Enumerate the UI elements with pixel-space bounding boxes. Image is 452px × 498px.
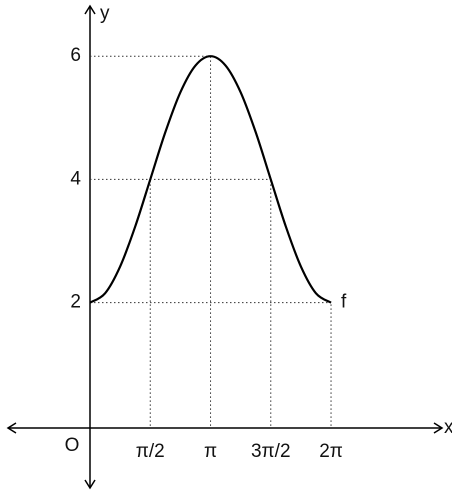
arrow (84, 479, 96, 490)
arrow (84, 4, 96, 15)
arrow (433, 422, 444, 434)
y-tick-label: 6 (70, 45, 81, 66)
y-tick-label: 2 (70, 292, 81, 313)
x-tick-label: π (204, 441, 217, 462)
line (89, 55, 332, 304)
x-tick-label: 3π/2 (251, 441, 291, 462)
axes (6, 4, 444, 490)
x-tick-label: 2π (319, 441, 343, 462)
x-axis-label: x (444, 417, 452, 438)
arrow (6, 422, 17, 434)
origin-label: O (65, 435, 80, 456)
y-tick-label: 4 (70, 168, 81, 189)
y-axis-label: y (100, 3, 110, 24)
x-tick-label: π/2 (136, 441, 165, 462)
series-label: f (341, 292, 347, 313)
